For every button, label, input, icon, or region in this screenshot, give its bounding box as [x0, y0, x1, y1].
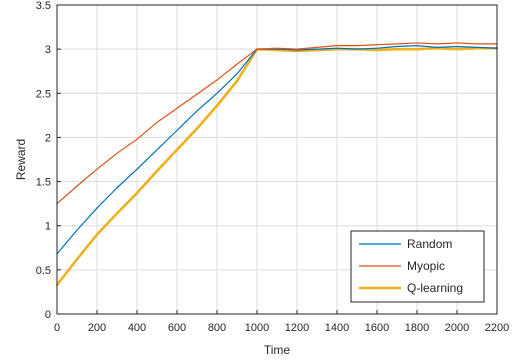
legend-label: Myopic: [407, 259, 445, 273]
x-tick-label: 2000: [445, 322, 469, 334]
x-tick-label: 400: [128, 322, 146, 334]
x-tick-label: 2200: [485, 322, 509, 334]
x-tick-label: 1200: [285, 322, 309, 334]
y-tick-label: 1.5: [36, 177, 51, 189]
y-tick-label: 0.5: [36, 265, 51, 277]
y-tick-label: 0: [45, 309, 51, 321]
x-tick-label: 0: [54, 322, 60, 334]
legend-label: Q-learning: [407, 281, 463, 295]
series-line-random: [56, 45, 498, 255]
x-tick-label: 1800: [405, 322, 429, 334]
x-tick-label: 1000: [245, 322, 269, 334]
x-tick-label: 600: [168, 322, 186, 334]
y-axis-label: Reward: [14, 139, 28, 180]
legend-label: Random: [407, 237, 452, 251]
axes-box: [56, 4, 498, 315]
series-lines: [55, 42, 499, 287]
axis-ticks: 0 200 400 600 800 1000 1200 1400 1600 1800 2000 220…: [36, 0, 510, 334]
y-tick-label: 1: [45, 221, 51, 233]
series-line-q-learning: [55, 46, 499, 287]
x-tick-label: 1400: [325, 322, 349, 334]
series-line-myopic: [56, 42, 498, 205]
y-tick-label: 3: [45, 44, 51, 56]
x-tick-label: 200: [88, 322, 106, 334]
x-tick-label: 1600: [365, 322, 389, 334]
legend: Random Myopic Q-learning: [350, 230, 485, 303]
y-tick-label: 2.5: [36, 88, 51, 100]
y-tick-label: 3.5: [36, 0, 51, 12]
x-axis-label: Time: [264, 343, 291, 357]
x-tick-label: 800: [208, 322, 226, 334]
y-tick-label: 2: [45, 132, 51, 144]
